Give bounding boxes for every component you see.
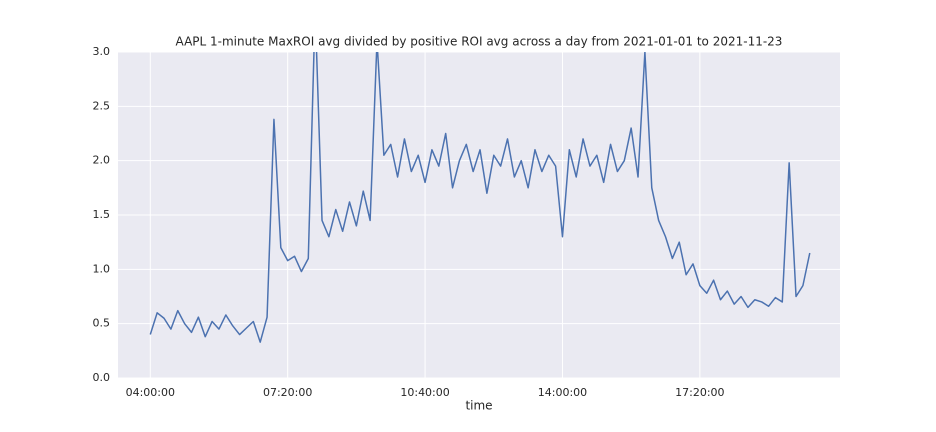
y-tick-label: 0.5	[93, 317, 111, 330]
y-tick-label: 3.0	[93, 45, 111, 58]
data-line	[149, 52, 811, 343]
x-tick-label: 07:20:00	[263, 386, 312, 399]
chart-title: AAPL 1-minute MaxROI avg divided by posi…	[176, 35, 783, 49]
x-tick-label: 10:40:00	[400, 386, 449, 399]
y-tick-label: 0.0	[93, 371, 111, 384]
y-tick-label: 1.5	[93, 208, 111, 221]
y-tick-label: 2.5	[93, 99, 111, 112]
y-tick-label: 1.0	[93, 262, 111, 275]
y-tick-label: 2.0	[93, 154, 111, 167]
x-tick-label: 17:20:00	[675, 386, 724, 399]
grid	[118, 51, 840, 379]
x-axis-label: time	[465, 399, 492, 413]
x-tick-label: 14:00:00	[538, 386, 587, 399]
x-tick-label: 04:00:00	[126, 386, 175, 399]
